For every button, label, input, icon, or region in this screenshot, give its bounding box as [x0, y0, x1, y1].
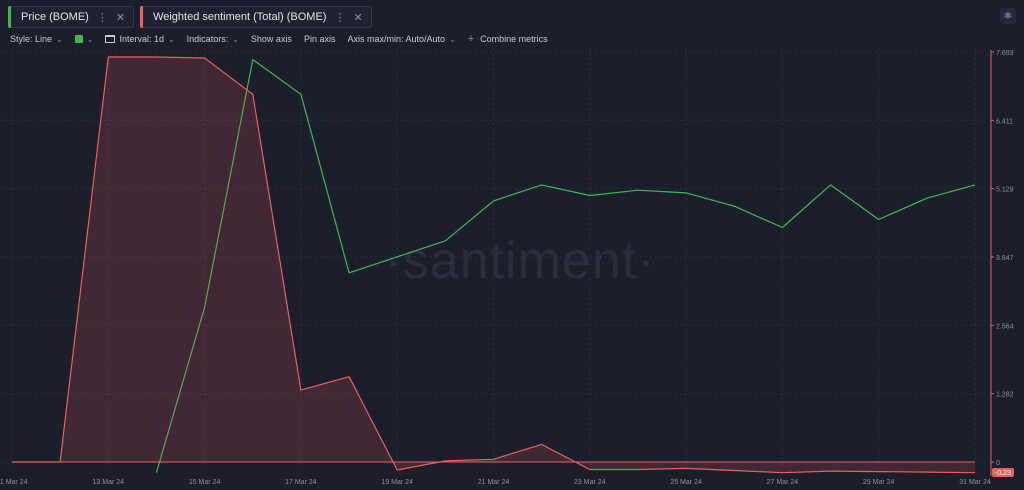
- x-tick-label: 25 Mar 24: [670, 479, 702, 486]
- sentiment-area-fill: [12, 57, 975, 473]
- pin-axis-toggle[interactable]: Pin axis: [304, 34, 336, 44]
- chevron-down-icon: ⌄: [232, 34, 239, 44]
- plus-icon: +: [467, 33, 475, 45]
- combine-metrics-button[interactable]: + Combine metrics: [468, 33, 548, 45]
- y-tick-label: 5.129: [996, 187, 1014, 194]
- chart-toolbar: Style: Line ⌄ ⌄ Interval: 1d ⌄ Indicator…: [10, 32, 560, 46]
- show-axis-label: Show axis: [250, 34, 292, 44]
- tab-color-stripe: [140, 6, 144, 28]
- x-tick-label: 19 Mar 24: [381, 479, 413, 486]
- y-axis-right: 7.693 6.411 5.129 3.847 2.564 1.282 0 -0.23: [990, 50, 1014, 477]
- style-label: Style: Line: [10, 34, 53, 44]
- last-value-label: -0.23: [995, 470, 1011, 477]
- show-axis-toggle[interactable]: Show axis: [251, 34, 292, 44]
- more-vertical-icon[interactable]: ⋮: [334, 11, 346, 24]
- interval-dropdown[interactable]: Interval: 1d ⌄: [105, 34, 175, 44]
- y-tick-label: 6.411: [996, 118, 1013, 125]
- x-tick-label: 21 Mar 24: [478, 479, 510, 486]
- x-tick-label: 23 Mar 24: [574, 479, 606, 486]
- tab-label: Weighted sentiment (Total) (BOME): [153, 11, 327, 23]
- close-icon[interactable]: ✕: [115, 11, 126, 24]
- tab-label: Price (BOME): [21, 11, 89, 23]
- chevron-down-icon: ⌄: [56, 34, 63, 44]
- more-vertical-icon[interactable]: ⋮: [96, 11, 108, 24]
- y-tick-label: 1.282: [996, 392, 1014, 399]
- series-layer: [12, 56, 976, 474]
- x-tick-label: 31 Mar 24: [959, 479, 991, 486]
- calendar-icon: [105, 35, 116, 43]
- x-tick-label: 15 Mar 24: [189, 479, 221, 486]
- x-tick-label: 27 Mar 24: [767, 479, 799, 486]
- tab-weighted-sentiment[interactable]: Weighted sentiment (Total) (BOME) ⋮ ✕: [140, 6, 372, 28]
- tab-price-bome[interactable]: Price (BOME) ⋮ ✕: [8, 6, 135, 28]
- settings-icon[interactable]: ✱: [1000, 8, 1016, 24]
- chevron-down-icon: ⌄: [86, 34, 94, 44]
- price-line: [155, 59, 976, 473]
- y-tick-label: 0: [996, 460, 1000, 467]
- tab-color-stripe: [8, 6, 11, 28]
- combine-metrics-label: Combine metrics: [480, 34, 548, 44]
- x-tick-label: 17 Mar 24: [285, 479, 317, 486]
- interval-label: Interval: 1d: [119, 34, 164, 44]
- x-tick-label: 11 Mar 24: [0, 479, 28, 486]
- indicators-label: Indicators:: [186, 34, 229, 44]
- sentiment-line: [12, 56, 976, 474]
- style-dropdown[interactable]: Style: Line ⌄: [10, 34, 63, 44]
- axis-maxmin-dropdown[interactable]: Axis max/min: Auto/Auto ⌄: [347, 34, 455, 44]
- y-tick-label: 2.564: [996, 323, 1014, 330]
- y-tick-label: 3.847: [996, 255, 1014, 262]
- chevron-down-icon: ⌄: [167, 34, 175, 44]
- x-axis: 11 Mar 24 13 Mar 24 15 Mar 24 17 Mar 24 19 M…: [0, 479, 991, 486]
- chevron-down-icon: ⌄: [449, 34, 456, 44]
- y-tick-label: 7.693: [996, 50, 1014, 57]
- axis-maxmin-label: Axis max/min: Auto/Auto: [347, 34, 445, 44]
- indicators-dropdown[interactable]: Indicators: ⌄: [187, 34, 239, 44]
- color-picker[interactable]: ⌄: [74, 34, 94, 44]
- metric-tabs: Price (BOME) ⋮ ✕ Weighted sentiment (Tot…: [8, 6, 372, 28]
- close-icon[interactable]: ✕: [353, 11, 363, 24]
- x-tick-label: 13 Mar 24: [93, 479, 125, 486]
- santiment-watermark: ·santiment·: [384, 232, 655, 290]
- color-swatch: [74, 35, 83, 43]
- x-tick-label: 29 Mar 24: [863, 479, 895, 486]
- last-value-badge: [992, 468, 1014, 477]
- pin-axis-label: Pin axis: [303, 34, 336, 44]
